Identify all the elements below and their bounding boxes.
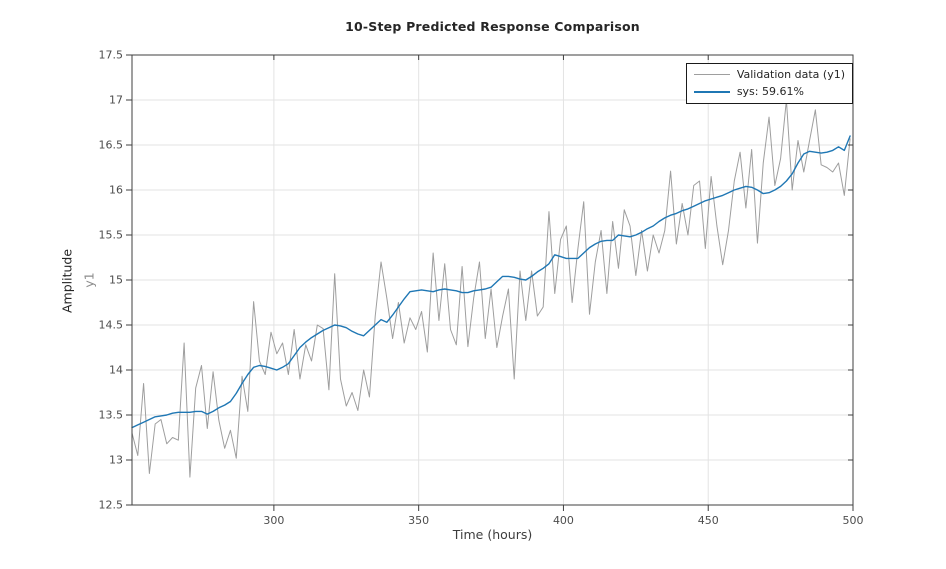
legend-label-validation: Validation data (y1): [736, 68, 845, 81]
sys-line-swatch: [693, 90, 730, 93]
x-axis-label: Time (hours): [452, 527, 533, 542]
legend-entry-validation: Validation data (y1): [693, 66, 845, 83]
chart-title: 10-Step Predicted Response Comparison: [345, 19, 640, 34]
y-tick-label: 16: [109, 183, 123, 197]
x-tick-label: 300: [263, 514, 285, 527]
y-tick-label: 17.5: [98, 48, 124, 62]
legend: Validation data (y1) sys: 59.61%: [685, 63, 853, 104]
x-tick-label: 400: [552, 514, 574, 527]
y-axis-label-amplitude: Amplitude: [59, 248, 75, 314]
y-tick-label: 14.5: [98, 318, 124, 332]
x-tick-label: 500: [842, 514, 864, 527]
validation-line-swatch: [693, 74, 730, 75]
y-axis-label-y1: y1: [81, 272, 97, 288]
legend-label-sys: sys: 59.61%: [736, 85, 804, 98]
y-tick-label: 14: [109, 363, 123, 377]
sys-prediction-line: [131, 135, 851, 429]
legend-entry-sys: sys: 59.61%: [693, 83, 845, 100]
y-tick-label: 15.5: [98, 228, 124, 242]
y-tick-label: 13: [109, 453, 123, 467]
y-tick-label: 16.5: [98, 138, 124, 152]
y-tick-label: 12.5: [98, 498, 124, 512]
y-tick-label: 15: [109, 273, 123, 287]
x-tick-label: 450: [697, 514, 719, 527]
x-tick-label: 350: [408, 514, 430, 527]
y-tick-label: 17: [109, 93, 123, 107]
validation-data-line: [131, 99, 851, 478]
y-tick-label: 13.5: [98, 408, 124, 422]
